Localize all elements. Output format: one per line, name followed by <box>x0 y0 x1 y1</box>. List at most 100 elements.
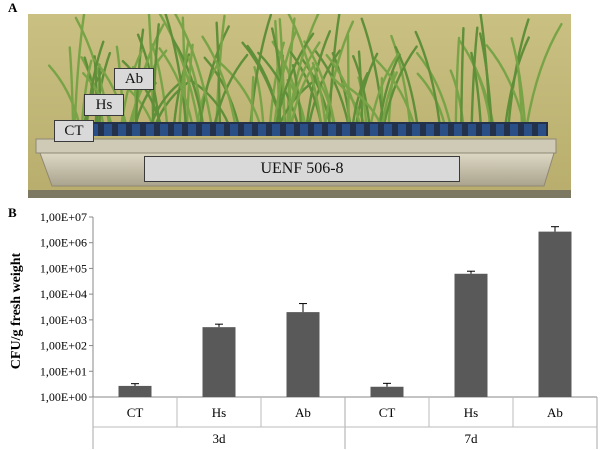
plant-marker-stick <box>146 124 154 136</box>
leaf-shape <box>504 36 530 126</box>
plant-marker-stick <box>132 124 140 136</box>
plant-marker-stick <box>384 124 392 136</box>
leaf-shape <box>151 23 160 126</box>
leaf-shape <box>454 36 461 126</box>
leaf-shape <box>164 14 188 126</box>
plant-marker-stick <box>300 124 308 136</box>
plant-marker-stick <box>440 124 448 136</box>
leaf-shape <box>73 14 86 126</box>
leaf-shape <box>311 61 327 126</box>
leaf-shape <box>460 27 465 126</box>
leaf-shape <box>369 53 400 126</box>
leaf-shape <box>307 49 341 126</box>
leaf-shape <box>357 50 364 126</box>
leaf-shape <box>394 45 419 126</box>
plant-marker-stick <box>454 124 462 136</box>
plant-marker-stick <box>342 124 350 136</box>
plant-marker-stick <box>174 124 182 136</box>
x-group-label: 3d <box>213 431 227 446</box>
plant-marker-stick <box>202 124 210 136</box>
x-category-label: Ab <box>547 405 563 420</box>
bar-3d-Hs <box>202 327 236 397</box>
plant-tray-photo: Ab Hs CT UENF 506-8 <box>28 14 571 198</box>
plant-marker-stick <box>216 124 224 136</box>
leaf-shape <box>173 14 213 126</box>
y-axis-label: CFU/g fresh weight <box>9 252 24 369</box>
plant-marker-stick <box>244 124 252 136</box>
y-tick-label: 1,00E+00 <box>40 390 87 404</box>
leaf-shape <box>510 37 527 126</box>
plant-marker-stick <box>272 124 280 136</box>
plant-marker-stick <box>398 124 406 136</box>
leaf-shape <box>415 51 452 126</box>
leaf-shape <box>47 64 81 126</box>
bar-3d-Ab <box>286 312 320 397</box>
plant-marker-stick <box>314 124 322 136</box>
leaf-shape <box>158 47 194 126</box>
leaf-shape <box>414 30 441 126</box>
bar-7d-Ab <box>538 231 572 397</box>
leaf-shape <box>273 30 298 126</box>
plant-marker-stick <box>286 124 294 136</box>
leaf-shape <box>201 35 237 126</box>
leaf-shape <box>416 72 446 126</box>
y-tick-label: 1,00E+07 <box>40 210 87 224</box>
leaf-shape <box>213 53 249 126</box>
x-category-label: CT <box>379 405 396 420</box>
leaf-shape <box>525 22 563 126</box>
x-category-label: Hs <box>464 405 478 420</box>
leaf-shape <box>382 45 418 126</box>
leaf-shape <box>449 69 465 126</box>
plant-marker-stick <box>426 124 434 136</box>
plant-marker-stick <box>104 124 112 136</box>
plant-marker-stick <box>524 124 532 136</box>
plant-marker-stick <box>90 124 98 136</box>
treatment-tag-ab: Ab <box>114 68 154 90</box>
plant-marker-stick <box>160 124 168 136</box>
plant-marker-stick <box>188 124 196 136</box>
leaf-shape <box>203 56 240 126</box>
leaf-shape <box>303 40 336 126</box>
plant-marker-stick <box>370 124 378 136</box>
panel-a-label: A <box>8 0 18 15</box>
leaf-shape <box>287 14 323 126</box>
leaf-shape <box>241 41 283 126</box>
plant-marker-stick <box>538 124 546 136</box>
tray-label: UENF 506-8 <box>144 156 460 182</box>
leaf-shape <box>178 40 190 126</box>
plant-marker-stick <box>118 124 126 136</box>
y-tick-label: 1,00E+04 <box>40 287 87 301</box>
plant-marker-stick <box>510 124 518 136</box>
treatment-tag-hs: Hs <box>84 94 124 116</box>
bar-7d-Hs <box>454 273 488 397</box>
y-tick-label: 1,00E+06 <box>40 236 87 250</box>
leaf-shape <box>381 71 399 126</box>
leaf-shape <box>479 32 493 126</box>
leaf-shape <box>253 66 265 126</box>
plant-marker-stick <box>468 124 476 136</box>
leaf-shape <box>340 82 382 126</box>
plant-marker-stick <box>412 124 420 136</box>
leaf-shape <box>68 46 75 126</box>
y-tick-label: 1,00E+05 <box>40 261 87 275</box>
plant-marker-stick <box>328 124 336 136</box>
leaf-shape <box>250 76 255 126</box>
leaf-shape <box>390 34 412 126</box>
leaf-shape <box>374 58 415 126</box>
x-group-label: 7d <box>465 431 479 446</box>
leaf-shape <box>278 18 286 126</box>
plant-marker-stick <box>356 124 364 136</box>
leaf-shape <box>470 51 482 126</box>
x-category-label: Hs <box>212 405 226 420</box>
leaf-shape <box>378 53 401 126</box>
leaf-shape <box>80 59 93 126</box>
plant-marker-stick <box>496 124 504 136</box>
x-category-label: Ab <box>295 405 311 420</box>
leaf-shape <box>158 14 200 126</box>
plant-marker-stick <box>482 124 490 136</box>
x-category-label: CT <box>127 405 144 420</box>
leaf-shape <box>346 33 350 126</box>
panel-b-label: B <box>8 205 17 220</box>
leaf-shape <box>290 63 316 126</box>
cfu-bar-chart: CFU/g fresh weight 1,00E+00 1,00E+01 1,00E… <box>9 210 598 449</box>
